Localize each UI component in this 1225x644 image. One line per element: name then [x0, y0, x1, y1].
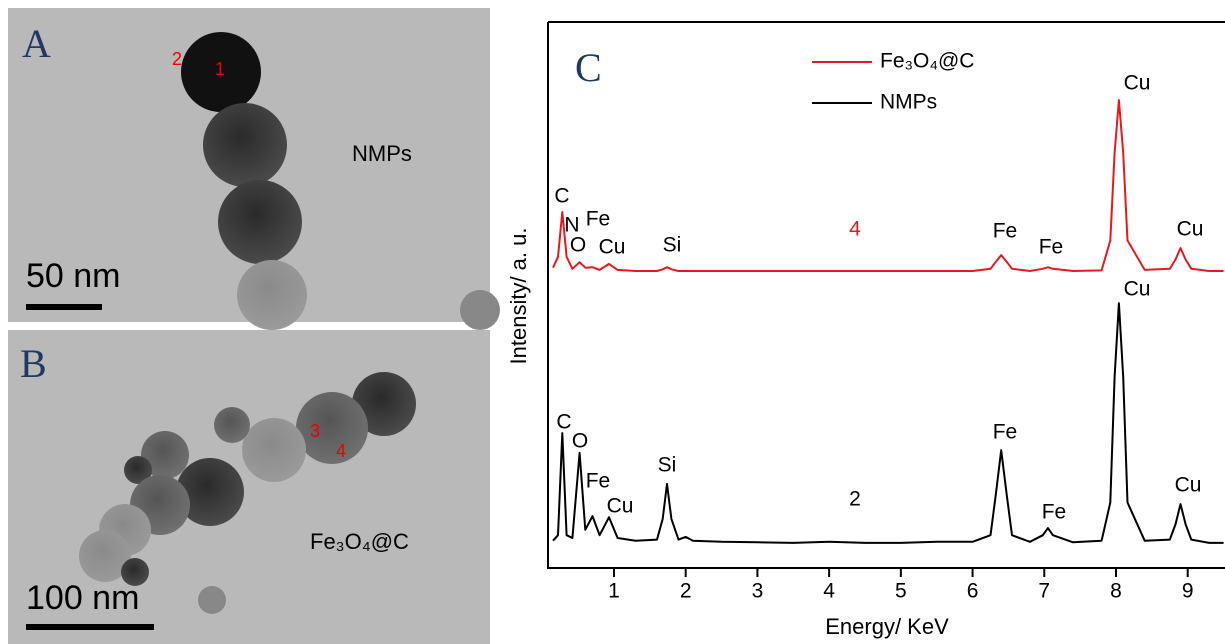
peak-label: O	[572, 430, 588, 453]
particle	[242, 418, 306, 482]
particle	[141, 431, 189, 479]
peak-label: Fe	[586, 470, 611, 493]
spectrum-chart: C Energy/ KeV Intensity/ a. u.	[506, 21, 1225, 639]
point-label: 1	[215, 59, 225, 79]
peak-label: Si	[658, 454, 677, 477]
x-tick-label: 9	[1182, 580, 1194, 603]
particle	[79, 530, 131, 582]
particle	[124, 456, 152, 484]
scale-bar-label: 100 nm	[26, 579, 139, 617]
peak-label: Fe	[1039, 236, 1064, 259]
x-tick-label: 7	[1038, 580, 1050, 603]
panel-label: A	[22, 21, 51, 66]
particle	[176, 458, 244, 526]
particle	[218, 180, 302, 264]
peak-label: Cu	[1124, 72, 1151, 95]
particle	[203, 103, 287, 187]
x-tick-label: 1	[608, 580, 620, 603]
particle	[121, 558, 149, 586]
peak-label: Si	[663, 234, 682, 257]
panel-label: B	[20, 341, 47, 386]
point-label: 2	[172, 49, 182, 69]
x-axis-label: Energy/ KeV	[825, 614, 949, 639]
sample-label: NMPs	[352, 141, 412, 166]
peak-label: O	[570, 234, 586, 257]
point-label: 3	[310, 421, 320, 441]
particle	[352, 372, 416, 436]
peak-label: Fe	[993, 421, 1018, 444]
point-label: 4	[336, 441, 346, 461]
peak-label: Cu	[1175, 474, 1202, 497]
x-tick-label: 4	[823, 580, 835, 603]
particle	[237, 260, 307, 330]
spectrum-line	[552, 302, 1224, 544]
particle	[460, 290, 500, 330]
legend-label: Fe₃O₄@C	[880, 50, 974, 73]
peak-label: Cu	[599, 236, 626, 259]
peak-label: Fe	[993, 220, 1018, 243]
particle	[214, 407, 250, 443]
peak-label: Cu	[1177, 218, 1204, 241]
legend-label: NMPs	[880, 91, 937, 114]
x-tick-label: 8	[1110, 580, 1122, 603]
peak-label: C	[556, 411, 571, 434]
x-tick-label: 6	[967, 580, 979, 603]
particle	[181, 32, 261, 112]
x-tick-label: 5	[895, 580, 907, 603]
scale-bar	[26, 624, 154, 630]
spectrum-line	[552, 99, 1224, 272]
peak-label: 2	[849, 488, 861, 511]
panel-b: B 3 4 Fe₃O₄@C 100 nm	[8, 330, 490, 644]
x-tick-label: 3	[752, 580, 764, 603]
peak-label: Fe	[586, 208, 611, 231]
peak-label: Fe	[1042, 501, 1067, 524]
peak-label: C	[554, 185, 569, 208]
y-axis-label: Intensity/ a. u.	[506, 228, 531, 365]
x-tick-label: 2	[680, 580, 692, 603]
panel-label: C	[575, 45, 602, 90]
scale-bar-label: 50 nm	[26, 257, 121, 295]
particle	[296, 392, 368, 464]
panel-a: A 1 2 NMPs 50 nm	[8, 8, 500, 330]
peak-label: Cu	[607, 495, 634, 518]
scale-bar	[26, 304, 102, 310]
peak-label: 4	[849, 218, 861, 241]
peak-label: Cu	[1124, 278, 1151, 301]
tem-image	[8, 330, 490, 644]
sample-label: Fe₃O₄@C	[310, 529, 409, 554]
particle	[198, 586, 226, 614]
peak-label: N	[564, 214, 579, 237]
